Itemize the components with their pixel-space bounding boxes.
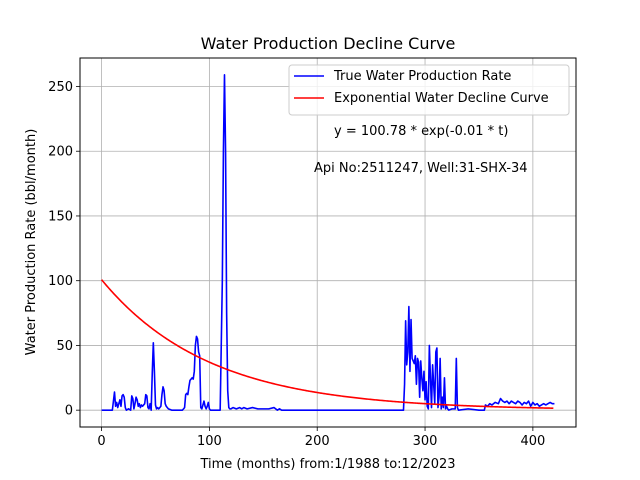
x-tick-label: 400: [520, 434, 545, 449]
x-tick-label: 0: [97, 434, 105, 449]
x-tick-label: 200: [305, 434, 330, 449]
axes-frame: [79, 57, 577, 428]
y-tick-label: 250: [48, 80, 73, 95]
y-axis-label: Water Production Rate (bbl/month): [24, 129, 39, 356]
y-tick-label: 0: [65, 404, 73, 419]
series-exponential-water-decline-curve: [100, 279, 554, 409]
legend-label-true-rate: True Water Production Rate: [333, 69, 511, 84]
y-tick-label: 150: [48, 209, 73, 224]
x-axis-label: Time (months) from:1/1988 to:12/2023: [199, 457, 455, 472]
x-tick-label: 100: [197, 434, 222, 449]
well-annotation: Api No:2511247, Well:31-SHX-34: [314, 161, 528, 176]
ticks: 0 100 200 300 400 0 50 100 150 200 250: [48, 80, 545, 449]
legend: True Water Production Rate Exponential W…: [288, 64, 570, 116]
equation-annotation: y = 100.78 * exp(-0.01 * t): [334, 124, 508, 139]
plot-area: [100, 74, 555, 411]
y-tick-label: 50: [56, 339, 73, 354]
y-tick-label: 200: [48, 145, 73, 160]
x-tick-label: 300: [413, 434, 438, 449]
legend-box: [288, 64, 570, 116]
chart-title: Water Production Decline Curve: [201, 34, 456, 53]
legend-label-exponential: Exponential Water Decline Curve: [334, 91, 549, 106]
y-tick-label: 100: [48, 274, 73, 289]
